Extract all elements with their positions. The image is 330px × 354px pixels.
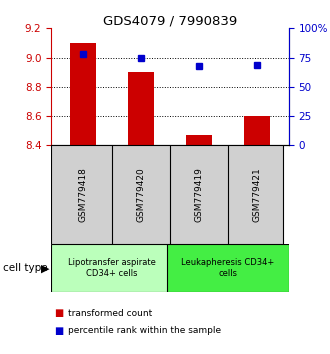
Bar <box>128 72 154 145</box>
Text: percentile rank within the sample: percentile rank within the sample <box>68 326 221 336</box>
Bar <box>186 135 212 145</box>
FancyBboxPatch shape <box>51 145 283 244</box>
Bar <box>244 116 270 145</box>
Text: GSM779419: GSM779419 <box>194 167 203 222</box>
Title: GDS4079 / 7990839: GDS4079 / 7990839 <box>103 14 237 27</box>
Text: GSM779421: GSM779421 <box>252 167 261 222</box>
Text: GSM779420: GSM779420 <box>137 167 146 222</box>
Text: transformed count: transformed count <box>68 309 152 318</box>
Text: ■: ■ <box>54 308 64 318</box>
Bar <box>70 43 96 145</box>
Text: ▶: ▶ <box>41 263 49 273</box>
Text: ■: ■ <box>54 326 64 336</box>
Text: cell type: cell type <box>3 263 48 273</box>
Text: GSM779418: GSM779418 <box>79 167 87 222</box>
FancyBboxPatch shape <box>167 244 289 292</box>
Text: Leukapheresis CD34+
cells: Leukapheresis CD34+ cells <box>181 258 275 278</box>
Text: Lipotransfer aspirate
CD34+ cells: Lipotransfer aspirate CD34+ cells <box>68 258 156 278</box>
FancyBboxPatch shape <box>51 244 173 292</box>
